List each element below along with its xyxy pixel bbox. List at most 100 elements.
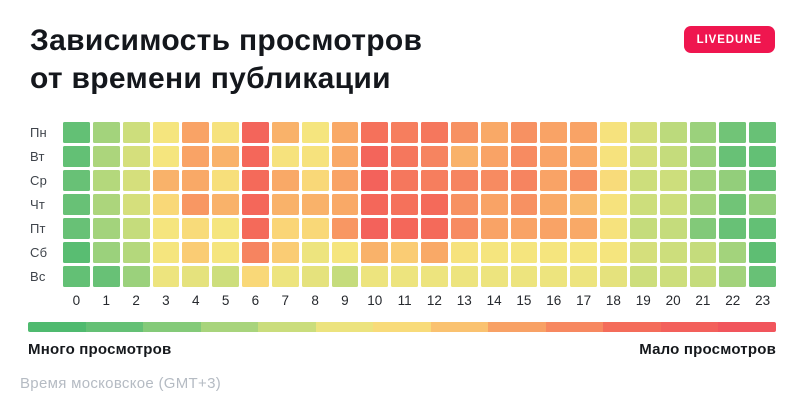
x-axis-label: 3: [162, 293, 170, 308]
heatmap-cell: [421, 266, 448, 287]
heatmap-cell: [421, 242, 448, 263]
legend-segment: [718, 322, 776, 332]
heatmap-cell: [450, 218, 478, 239]
heatmap-cell: [629, 266, 657, 287]
heatmap-cell: [212, 146, 239, 167]
page-title-line2: от времени публикации: [30, 62, 391, 95]
heatmap-cell: [242, 170, 269, 191]
heatmap-grid: Пн Вт Ср Чт Пт Сб Вс: [30, 122, 776, 287]
heatmap-cell: [659, 170, 687, 191]
heatmap-cell: [391, 146, 418, 167]
page-title-line1: Зависимость просмотров: [30, 24, 423, 57]
heatmap-cell: [271, 242, 299, 263]
heatmap-cell: [659, 122, 687, 143]
x-axis-label: 0: [72, 293, 81, 308]
day-label-2: Вт: [30, 149, 45, 164]
heatmap-cell: [122, 170, 150, 191]
heatmap-cell: [152, 146, 180, 167]
heatmap-cell: [212, 194, 239, 215]
heatmap-cell: [600, 146, 627, 167]
heatmap-cell: [540, 122, 568, 143]
heatmap-cell: [212, 122, 239, 143]
x-axis-label: 15: [516, 293, 532, 308]
heatmap-cell: [331, 242, 359, 263]
heatmap-cell: [391, 242, 418, 263]
heatmap-cell: [749, 122, 776, 143]
x-axis-label: 9: [341, 293, 349, 308]
timezone-note: Время московское (GMT+3): [20, 375, 222, 392]
heatmap-cell: [600, 242, 627, 263]
legend-segment: [545, 322, 604, 332]
heatmap-cell: [271, 170, 299, 191]
heatmap-cell: [331, 194, 359, 215]
heatmap-cell: [480, 170, 508, 191]
heatmap-cell: [242, 194, 269, 215]
heatmap-cell: [361, 218, 389, 239]
heatmap-cell: [421, 146, 448, 167]
heatmap-cell: [570, 218, 597, 239]
heatmap-cell: [301, 194, 329, 215]
heatmap-cell: [361, 146, 389, 167]
day-label-7: Вс: [30, 269, 46, 284]
heatmap-cell: [92, 242, 120, 263]
heatmap-cell: [271, 194, 299, 215]
heatmap-cell: [301, 146, 329, 167]
heatmap-cell: [629, 242, 657, 263]
heatmap-cell: [92, 218, 120, 239]
heatmap-cell: [540, 266, 568, 287]
heatmap-cell: [212, 170, 239, 191]
heatmap-cell: [242, 146, 269, 167]
heatmap-cell: [63, 266, 90, 287]
heatmap-cell: [271, 122, 299, 143]
heatmap-cell: [331, 122, 359, 143]
heatmap-cell: [63, 218, 90, 239]
heatmap-chart: Пн Вт Ср Чт Пт Сб Вс 0 1 2 3 4 5 6 7 8 9 10 11 12 13 14 15 16 1…: [30, 122, 776, 308]
heatmap-cell: [510, 218, 538, 239]
heatmap-cell: [480, 266, 508, 287]
day-label-6: Сб: [30, 245, 48, 260]
x-axis-label: 16: [546, 293, 562, 308]
heatmap-cell: [540, 194, 568, 215]
heatmap-cell: [361, 266, 389, 287]
heatmap-cell: [629, 122, 657, 143]
heatmap-cell: [480, 122, 508, 143]
legend-segment: [315, 322, 374, 332]
heatmap-cell: [480, 194, 508, 215]
heatmap-cell: [719, 218, 747, 239]
heatmap-cell: [391, 218, 418, 239]
heatmap-cell: [540, 146, 568, 167]
heatmap-cell: [749, 194, 776, 215]
legend-segment: [373, 322, 431, 332]
heatmap-cell: [242, 266, 269, 287]
heatmap-cell: [331, 146, 359, 167]
heatmap-cell: [122, 218, 150, 239]
x-axis-label: 10: [367, 293, 383, 308]
heatmap-cell: [719, 122, 747, 143]
heatmap-cell: [719, 170, 747, 191]
day-label-3: Ср: [30, 173, 48, 188]
heatmap-cell: [510, 194, 538, 215]
heatmap-cell: [659, 194, 687, 215]
heatmap-cell: [600, 170, 627, 191]
heatmap-cell: [450, 146, 478, 167]
heatmap-cell: [92, 122, 120, 143]
heatmap-cell: [510, 122, 538, 143]
x-axis-label: 17: [576, 293, 592, 308]
legend-segment: [200, 322, 259, 332]
heatmap-cell: [689, 146, 717, 167]
heatmap-cell: [152, 122, 180, 143]
heatmap-cell: [510, 266, 538, 287]
x-axis-label: 22: [725, 293, 741, 308]
heatmap-cell: [182, 122, 210, 143]
heatmap-cell: [540, 170, 568, 191]
legend-segment: [143, 322, 201, 332]
legend-segment: [660, 322, 719, 332]
x-axis-label: 7: [281, 293, 289, 308]
heatmap-cell: [570, 194, 597, 215]
x-axis-label: 21: [695, 293, 711, 308]
day-label-5: Пт: [30, 221, 46, 236]
brand-badge[interactable]: LIVEDUNE: [683, 26, 775, 53]
x-axis-label: 6: [251, 293, 260, 308]
legend: Много просмотров Мало просмотров: [28, 322, 776, 358]
